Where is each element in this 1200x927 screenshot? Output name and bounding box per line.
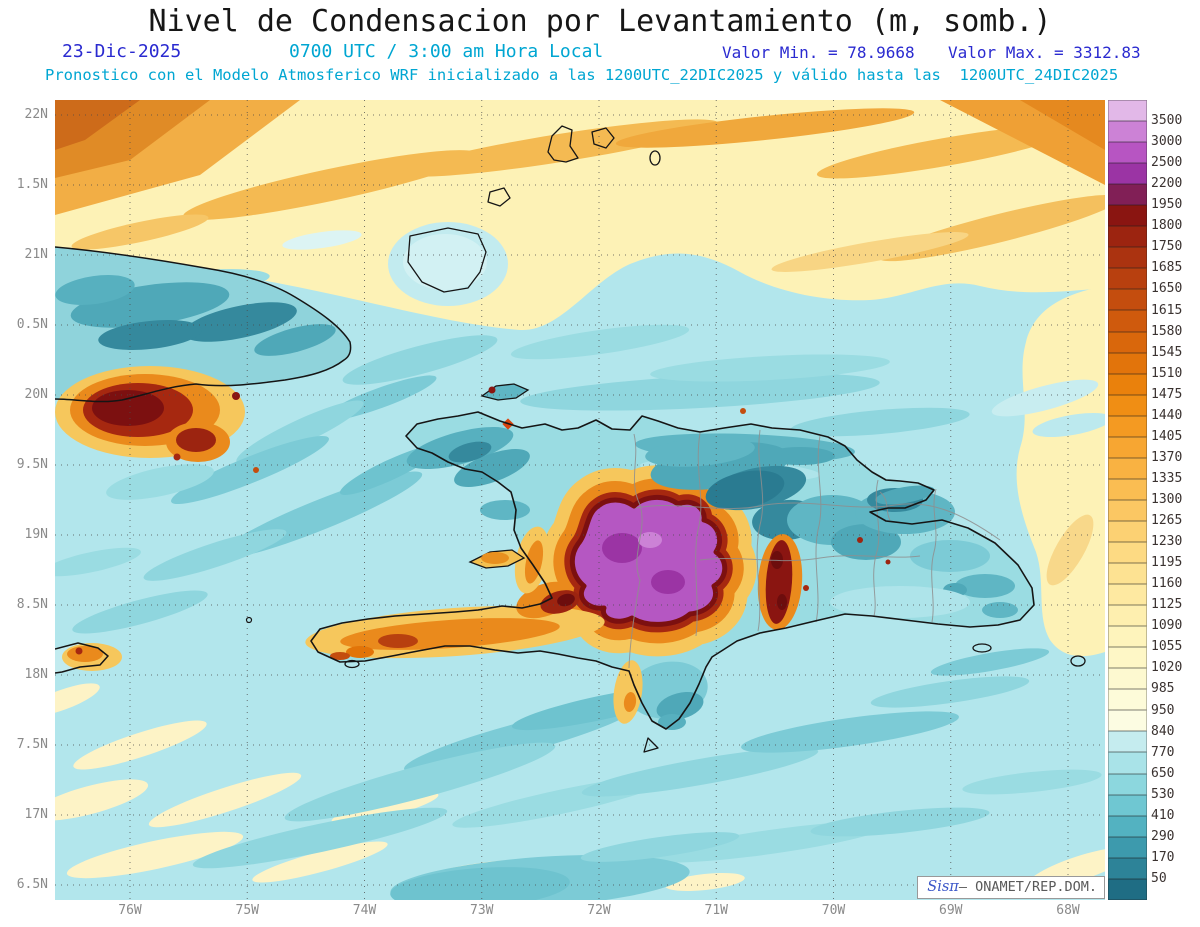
small-islands-field: [468, 383, 530, 569]
coastlines: [55, 125, 1086, 753]
colorbar-swatches: [1108, 100, 1147, 900]
colorbar-band: [1108, 689, 1147, 711]
colorbar-band: [1108, 541, 1147, 564]
field-warm-top: [55, 100, 1105, 657]
colorbar-band: [1108, 878, 1147, 900]
colorbar-band: [1108, 731, 1147, 753]
colorbar-band: [1108, 857, 1147, 879]
colorbar-band: [1108, 184, 1147, 206]
colorbar-band: [1108, 752, 1147, 774]
colorbar-band: [1108, 457, 1147, 479]
colorbar-band: [1108, 100, 1147, 122]
colorbar-band: [1108, 815, 1147, 837]
colorbar-band: [1108, 373, 1147, 395]
colorbar-band: [1108, 163, 1147, 185]
figure-title: Nivel de Condensacion por Levantamiento …: [148, 4, 1052, 39]
colorbar-band: [1108, 563, 1147, 585]
colorbar-band: [1108, 352, 1147, 374]
colorbar-band: [1108, 331, 1147, 353]
colorbar-band: [1108, 121, 1147, 143]
forecast-date: 23-Dic-2025: [62, 41, 182, 62]
watermark-brand: Sisπ: [927, 879, 959, 895]
colorbar-band: [1108, 268, 1147, 290]
colorbar-band: [1108, 205, 1147, 227]
colorbar-band: [1108, 647, 1147, 669]
colorbar-band: [1108, 289, 1147, 311]
colorbar-band: [1108, 310, 1147, 332]
colorbar-band: [1108, 436, 1147, 458]
admin-boundaries: [628, 429, 1001, 669]
colorbar-band: [1108, 668, 1147, 690]
watermark: Sisπ– ONAMET/REP.DOM.: [917, 876, 1105, 899]
grid-lines: [55, 100, 1105, 900]
colorbar-band: [1108, 605, 1147, 627]
colorbar-band: [1108, 478, 1147, 500]
colorbar-band: [1108, 773, 1147, 795]
value-min-label: Valor Min. = 78.9668: [722, 43, 915, 62]
model-info-line: Pronostico con el Modelo Atmosferico WRF…: [45, 66, 1119, 84]
colorbar-band: [1108, 710, 1147, 732]
colorbar-band: [1108, 584, 1147, 606]
colorbar-band: [1108, 226, 1147, 248]
field-ocean-teal: [55, 269, 1102, 900]
colorbar-band: [1108, 626, 1147, 648]
colorbar-band: [1108, 247, 1147, 269]
jamaica-field: [55, 643, 122, 672]
watermark-org: – ONAMET/REP.DOM.: [958, 879, 1097, 895]
colorbar-band: [1108, 836, 1147, 858]
cuba-field: [55, 247, 351, 473]
colorbar-band: [1108, 394, 1147, 416]
colorbar-band: [1108, 142, 1147, 164]
colorbar-band: [1108, 794, 1147, 816]
colorbar-band: [1108, 520, 1147, 542]
colorbar-band: [1108, 499, 1147, 521]
colorbar-band: [1108, 415, 1147, 437]
forecast-time: 0700 UTC / 3:00 am Hora Local: [289, 41, 604, 62]
value-max-label: Valor Max. = 3312.83: [948, 43, 1141, 62]
